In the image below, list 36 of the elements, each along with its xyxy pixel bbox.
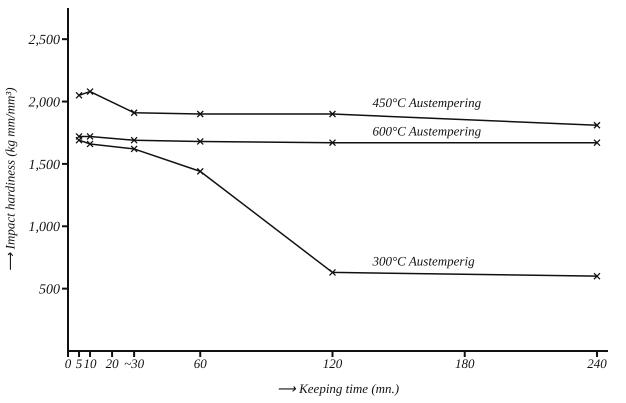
series-label: 450°C Austempering <box>372 95 482 110</box>
x-tick-label: 0 <box>64 356 72 372</box>
point <box>75 92 83 99</box>
x-tick-label: 240 <box>587 356 608 372</box>
point <box>86 88 94 96</box>
point <box>593 139 601 146</box>
x-tick-label: ~30 <box>124 356 145 372</box>
x-tick-label: 20 <box>106 356 120 372</box>
x-tick-label: 120 <box>322 356 343 372</box>
point <box>196 110 204 118</box>
x-tick-label: 60 <box>194 356 208 372</box>
x-tick-label: 10 <box>84 356 98 372</box>
point <box>328 139 336 146</box>
point <box>328 268 336 276</box>
point <box>130 145 138 153</box>
point <box>196 168 204 176</box>
point <box>86 140 94 148</box>
y-axis-title: ⟶ Impact hardiness (kg mm/mm³) <box>2 87 18 272</box>
y-tick-label: 1,500 <box>28 158 60 173</box>
y-tick-label: 500 <box>39 282 60 298</box>
y-tick-label: 1,000 <box>28 220 60 236</box>
y-tick-label: 2,500 <box>28 33 60 48</box>
x-tick-label: 5 <box>76 356 83 372</box>
point <box>328 110 336 118</box>
point <box>593 272 601 280</box>
point <box>75 132 83 140</box>
x-tick-label: 180 <box>454 356 475 372</box>
y-tick-label: 2,000 <box>28 96 60 111</box>
point <box>130 136 138 144</box>
point <box>593 122 601 129</box>
series-label: 600°C Austempering <box>372 124 482 139</box>
series-label: 300°C Austemperig <box>371 253 476 268</box>
point <box>196 138 204 146</box>
point <box>86 132 94 140</box>
point <box>130 109 138 116</box>
x-axis-title: ⟶ Keeping time (mn.) <box>276 381 400 396</box>
